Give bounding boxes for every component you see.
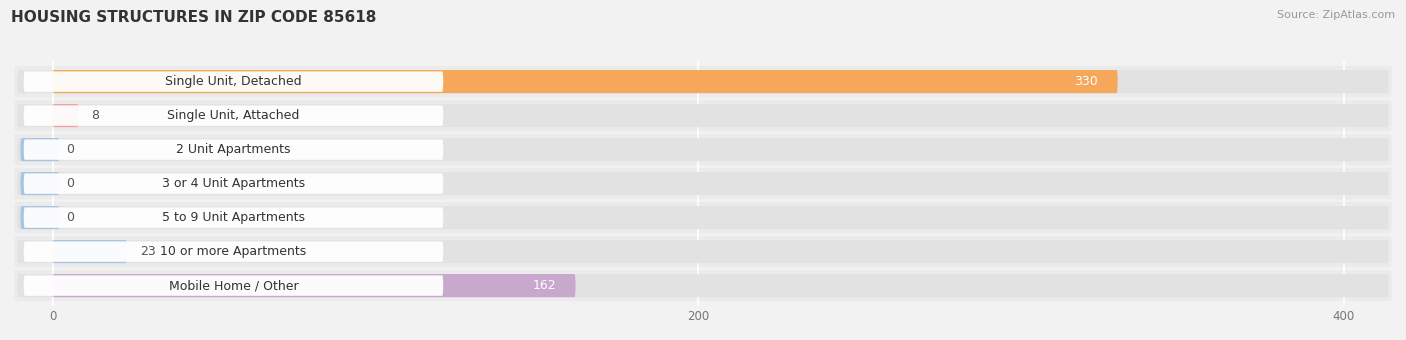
FancyBboxPatch shape [14, 100, 1392, 131]
Text: 162: 162 [533, 279, 557, 292]
Text: 5 to 9 Unit Apartments: 5 to 9 Unit Apartments [162, 211, 305, 224]
FancyBboxPatch shape [24, 173, 443, 194]
FancyBboxPatch shape [24, 207, 443, 228]
FancyBboxPatch shape [53, 104, 79, 127]
FancyBboxPatch shape [17, 104, 1389, 127]
FancyBboxPatch shape [17, 240, 1389, 263]
FancyBboxPatch shape [53, 70, 1118, 93]
Text: 2 Unit Apartments: 2 Unit Apartments [176, 143, 291, 156]
Text: 10 or more Apartments: 10 or more Apartments [160, 245, 307, 258]
Text: Single Unit, Attached: Single Unit, Attached [167, 109, 299, 122]
FancyBboxPatch shape [21, 206, 59, 229]
FancyBboxPatch shape [14, 66, 1392, 97]
FancyBboxPatch shape [24, 241, 443, 262]
FancyBboxPatch shape [24, 275, 443, 296]
Text: 3 or 4 Unit Apartments: 3 or 4 Unit Apartments [162, 177, 305, 190]
Text: Source: ZipAtlas.com: Source: ZipAtlas.com [1277, 10, 1395, 20]
Text: HOUSING STRUCTURES IN ZIP CODE 85618: HOUSING STRUCTURES IN ZIP CODE 85618 [11, 10, 377, 25]
Text: 0: 0 [66, 143, 73, 156]
FancyBboxPatch shape [14, 236, 1392, 267]
FancyBboxPatch shape [24, 71, 443, 92]
FancyBboxPatch shape [17, 206, 1389, 229]
FancyBboxPatch shape [17, 274, 1389, 297]
Text: 8: 8 [91, 109, 100, 122]
Text: Single Unit, Detached: Single Unit, Detached [165, 75, 302, 88]
FancyBboxPatch shape [21, 138, 59, 161]
FancyBboxPatch shape [53, 274, 575, 297]
Text: 0: 0 [66, 177, 73, 190]
Text: 0: 0 [66, 211, 73, 224]
FancyBboxPatch shape [14, 270, 1392, 301]
FancyBboxPatch shape [53, 240, 127, 263]
Text: 23: 23 [141, 245, 156, 258]
FancyBboxPatch shape [14, 134, 1392, 165]
FancyBboxPatch shape [21, 172, 59, 195]
FancyBboxPatch shape [14, 168, 1392, 199]
Text: 330: 330 [1074, 75, 1098, 88]
FancyBboxPatch shape [14, 202, 1392, 233]
FancyBboxPatch shape [17, 70, 1389, 93]
Text: Mobile Home / Other: Mobile Home / Other [169, 279, 298, 292]
FancyBboxPatch shape [17, 172, 1389, 195]
FancyBboxPatch shape [17, 138, 1389, 161]
FancyBboxPatch shape [24, 105, 443, 126]
FancyBboxPatch shape [24, 139, 443, 160]
